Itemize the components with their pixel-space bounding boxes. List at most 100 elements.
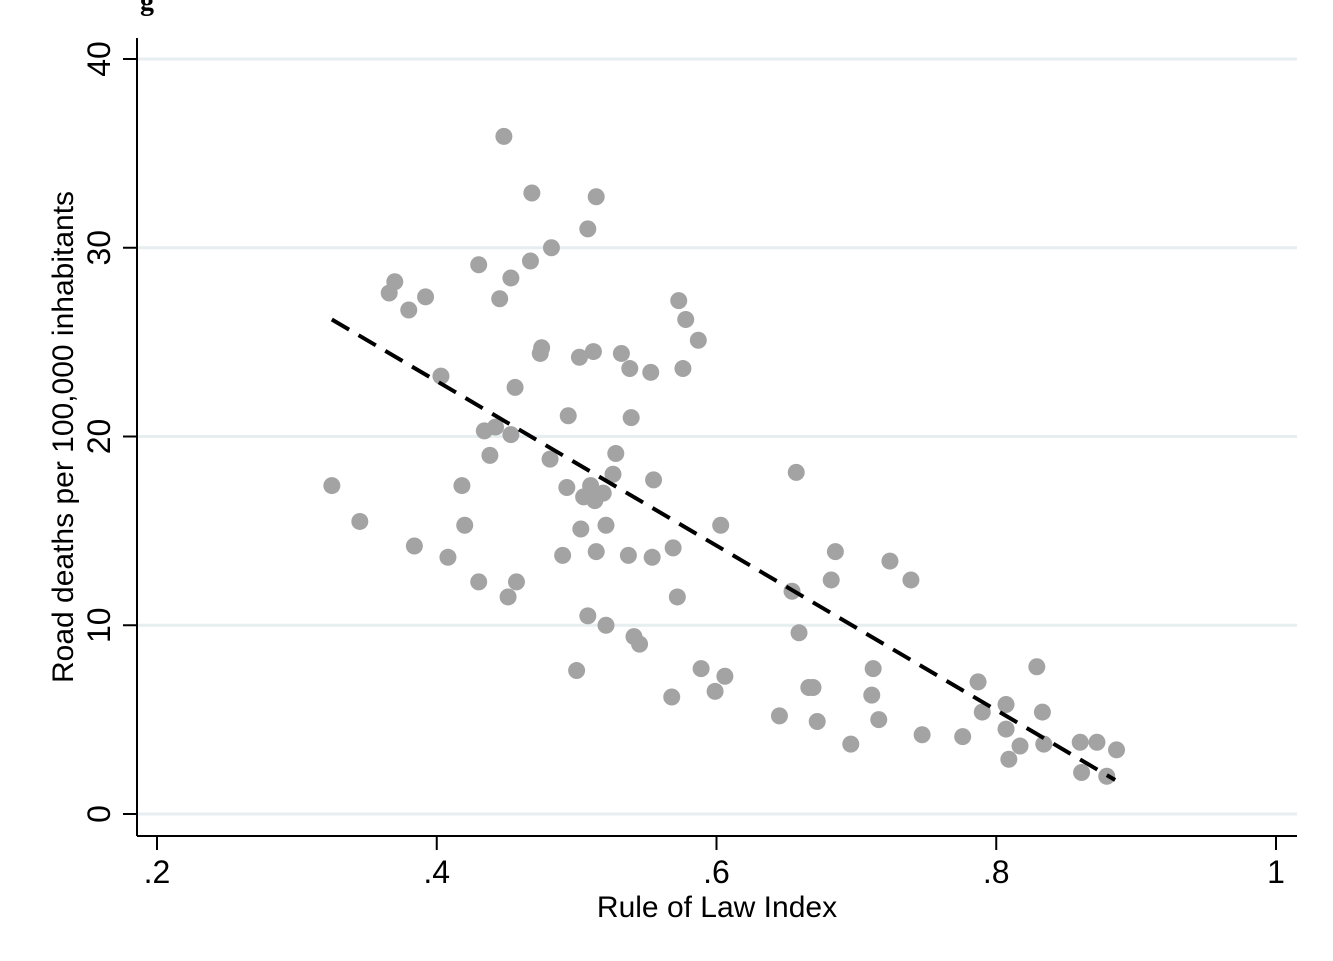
y-tick-label-0: 0 — [81, 805, 117, 823]
data-point-83 — [913, 726, 931, 744]
data-point-31 — [559, 407, 577, 425]
data-point-93 — [1035, 735, 1053, 753]
data-point-20 — [502, 426, 520, 444]
data-point-98 — [1108, 741, 1126, 759]
data-point-23 — [523, 184, 541, 202]
data-point-81 — [881, 552, 899, 570]
fit-line — [330, 317, 1117, 782]
data-point-65 — [706, 682, 724, 700]
data-point-76 — [826, 543, 844, 561]
y-axis-title: Road deaths per 100,000 inhabitants — [47, 191, 80, 683]
data-point-22 — [507, 573, 525, 591]
data-point-42 — [587, 543, 605, 561]
x-tick-label-.2: .2 — [144, 854, 171, 890]
data-point-43 — [594, 484, 612, 502]
data-point-85 — [969, 673, 987, 691]
data-point-15 — [486, 418, 504, 436]
data-point-77 — [842, 735, 860, 753]
data-point-32 — [568, 662, 586, 680]
header-fragment: g — [140, 0, 154, 17]
data-point-38 — [582, 477, 600, 495]
data-point-82 — [902, 571, 920, 589]
y-tick-label-40: 40 — [81, 41, 117, 77]
data-point-56 — [645, 471, 663, 489]
data-point-33 — [570, 348, 588, 366]
data-point-86 — [973, 703, 991, 721]
data-point-68 — [770, 707, 788, 725]
x-tick-label-.8: .8 — [983, 854, 1010, 890]
data-point-89 — [1000, 750, 1018, 768]
data-point-71 — [790, 624, 808, 642]
data-point-37 — [579, 607, 597, 625]
data-point-4 — [400, 301, 418, 319]
data-point-96 — [1088, 733, 1106, 751]
data-point-70 — [787, 463, 805, 481]
data-point-94 — [1071, 733, 1089, 751]
data-point-61 — [674, 360, 692, 378]
data-point-21 — [506, 378, 524, 396]
data-point-29 — [554, 546, 572, 564]
data-point-66 — [712, 516, 730, 534]
data-point-10 — [456, 516, 474, 534]
data-point-11 — [470, 256, 488, 274]
data-point-80 — [870, 711, 888, 729]
data-point-49 — [619, 546, 637, 564]
data-point-28 — [541, 450, 559, 468]
data-point-90 — [1011, 737, 1029, 755]
data-point-39 — [584, 343, 602, 361]
data-point-30 — [558, 478, 576, 496]
y-axis-ticks: 0 10 20 30 40 — [81, 41, 137, 823]
data-point-8 — [439, 548, 457, 566]
data-point-9 — [453, 477, 471, 495]
data-point-79 — [864, 660, 882, 678]
data-point-0 — [323, 477, 341, 495]
data-point-19 — [502, 269, 520, 287]
data-point-63 — [689, 331, 707, 349]
data-point-95 — [1073, 763, 1091, 781]
data-point-34 — [572, 520, 590, 538]
data-point-57 — [663, 688, 681, 706]
data-point-7 — [432, 367, 450, 385]
data-point-59 — [668, 588, 686, 606]
data-point-84 — [954, 728, 972, 746]
data-point-24 — [521, 252, 539, 270]
data-point-12 — [470, 573, 488, 591]
data-point-75 — [822, 571, 840, 589]
x-tick-label-.6: .6 — [703, 854, 730, 890]
data-point-50 — [621, 360, 639, 378]
gridlines — [137, 57, 1297, 816]
data-point-87 — [997, 696, 1015, 714]
x-axis-title: Rule of Law Index — [597, 891, 837, 924]
y-tick-label-30: 30 — [81, 230, 117, 266]
data-point-58 — [664, 539, 682, 557]
data-point-78 — [863, 686, 881, 704]
data-point-88 — [997, 720, 1015, 738]
data-point-27 — [542, 239, 560, 257]
data-point-73 — [804, 679, 822, 697]
data-point-18 — [499, 588, 517, 606]
data-point-54 — [642, 363, 660, 381]
data-point-53 — [631, 635, 649, 653]
data-point-74 — [808, 713, 826, 731]
x-tick-label-1: 1 — [1267, 854, 1285, 890]
data-point-91 — [1028, 658, 1046, 676]
data-point-67 — [716, 667, 734, 685]
data-point-55 — [643, 548, 661, 566]
data-point-16 — [491, 290, 509, 308]
data-point-51 — [622, 409, 640, 427]
data-point-26 — [533, 339, 551, 357]
data-point-92 — [1033, 703, 1051, 721]
data-point-45 — [597, 616, 615, 634]
data-point-62 — [677, 310, 695, 328]
y-tick-label-10: 10 — [81, 607, 117, 643]
data-point-44 — [597, 516, 615, 534]
data-point-5 — [405, 537, 423, 555]
data-point-17 — [495, 127, 513, 145]
data-point-14 — [481, 446, 499, 464]
data-point-64 — [692, 660, 710, 678]
data-point-48 — [612, 344, 630, 362]
data-point-46 — [604, 465, 622, 483]
x-axis-ticks: .2 .4 .6 .8 1 — [144, 836, 1285, 890]
x-tick-label-.4: .4 — [423, 854, 450, 890]
